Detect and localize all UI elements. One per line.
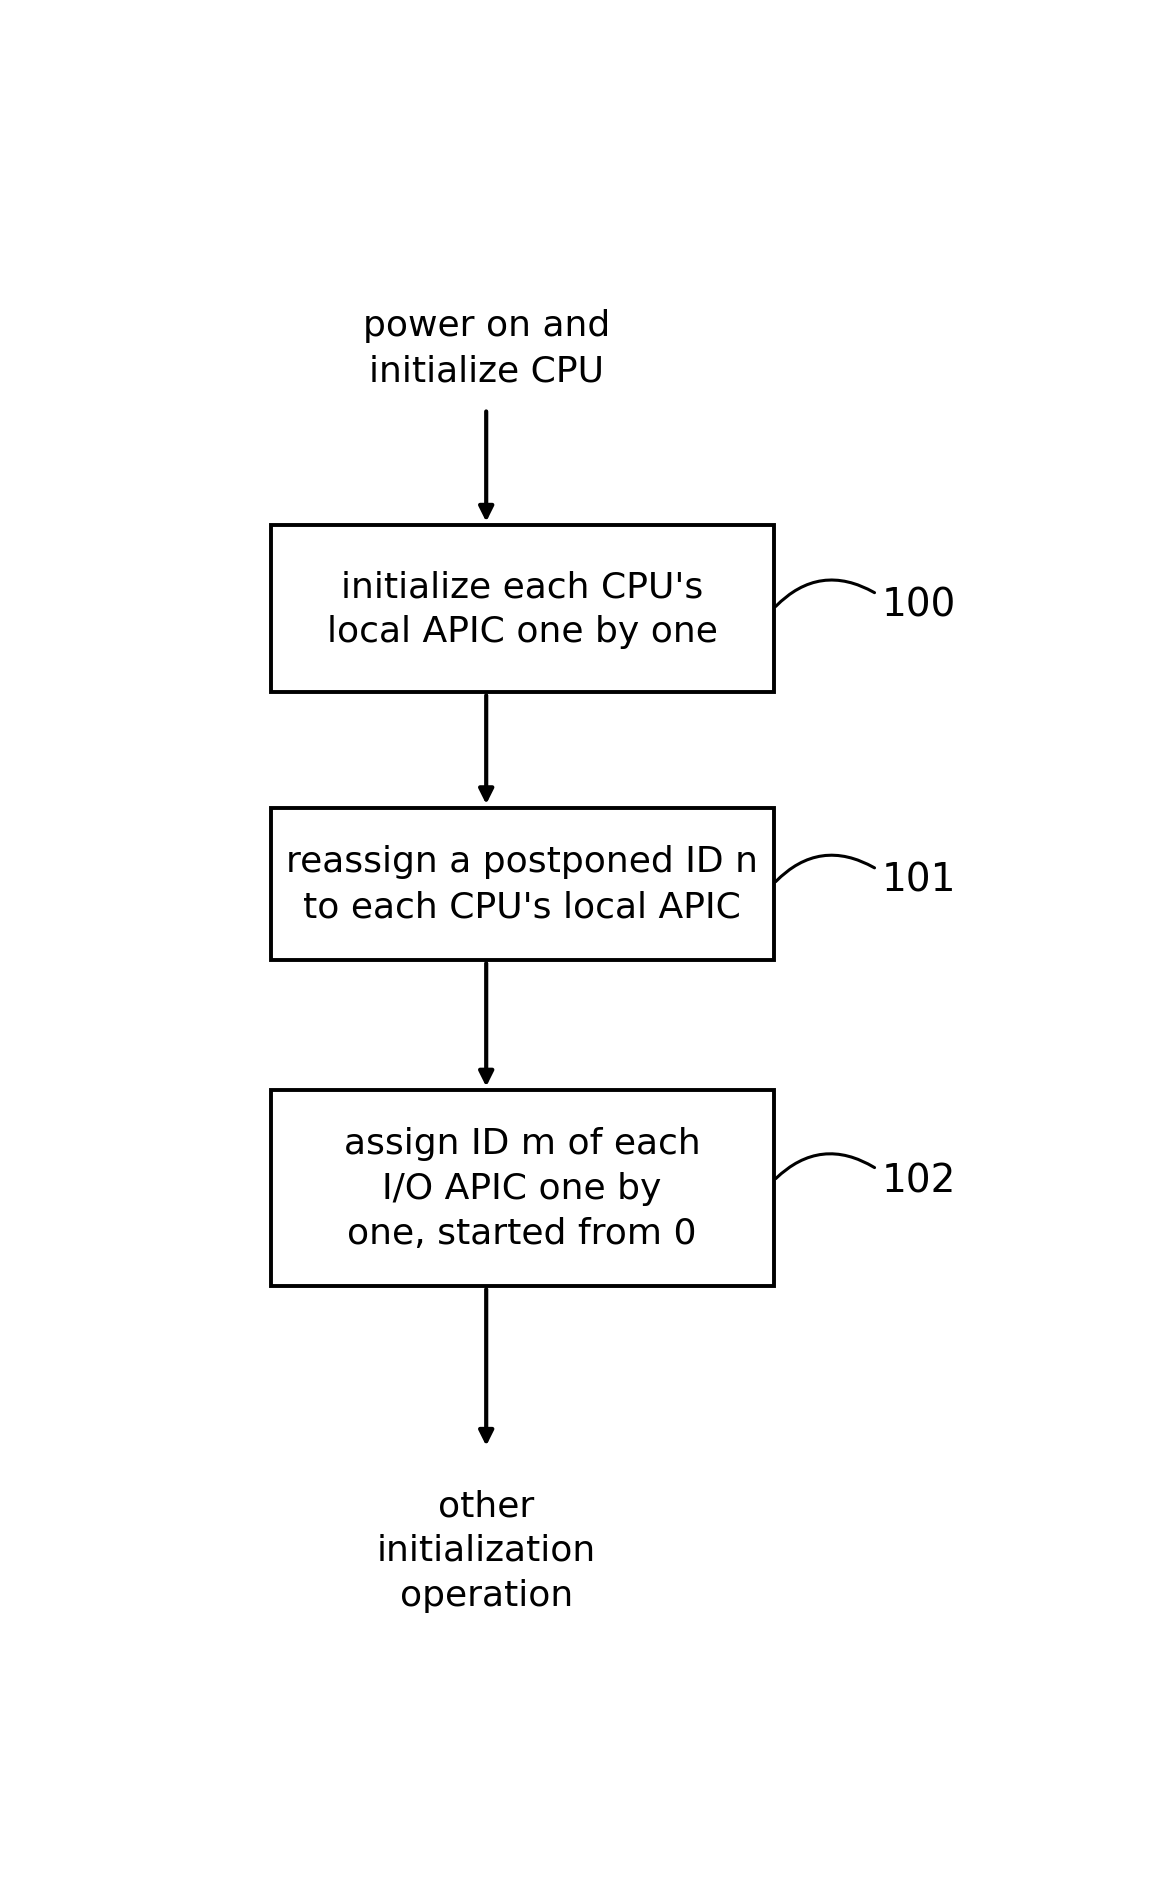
Text: reassign a postponed ID n
to each CPU's local APIC: reassign a postponed ID n to each CPU's … (286, 844, 758, 923)
FancyBboxPatch shape (270, 526, 774, 692)
FancyBboxPatch shape (270, 1090, 774, 1286)
Text: assign ID m of each
I/O APIC one by
one, started from 0: assign ID m of each I/O APIC one by one,… (344, 1126, 700, 1250)
Text: 100: 100 (882, 587, 956, 624)
FancyBboxPatch shape (270, 808, 774, 961)
Text: power on and
initialize CPU: power on and initialize CPU (363, 310, 610, 387)
Text: 102: 102 (882, 1162, 956, 1199)
Text: 101: 101 (882, 861, 956, 899)
Text: other
initialization
operation: other initialization operation (377, 1489, 596, 1611)
Text: initialize each CPU's
local APIC one by one: initialize each CPU's local APIC one by … (327, 570, 717, 649)
